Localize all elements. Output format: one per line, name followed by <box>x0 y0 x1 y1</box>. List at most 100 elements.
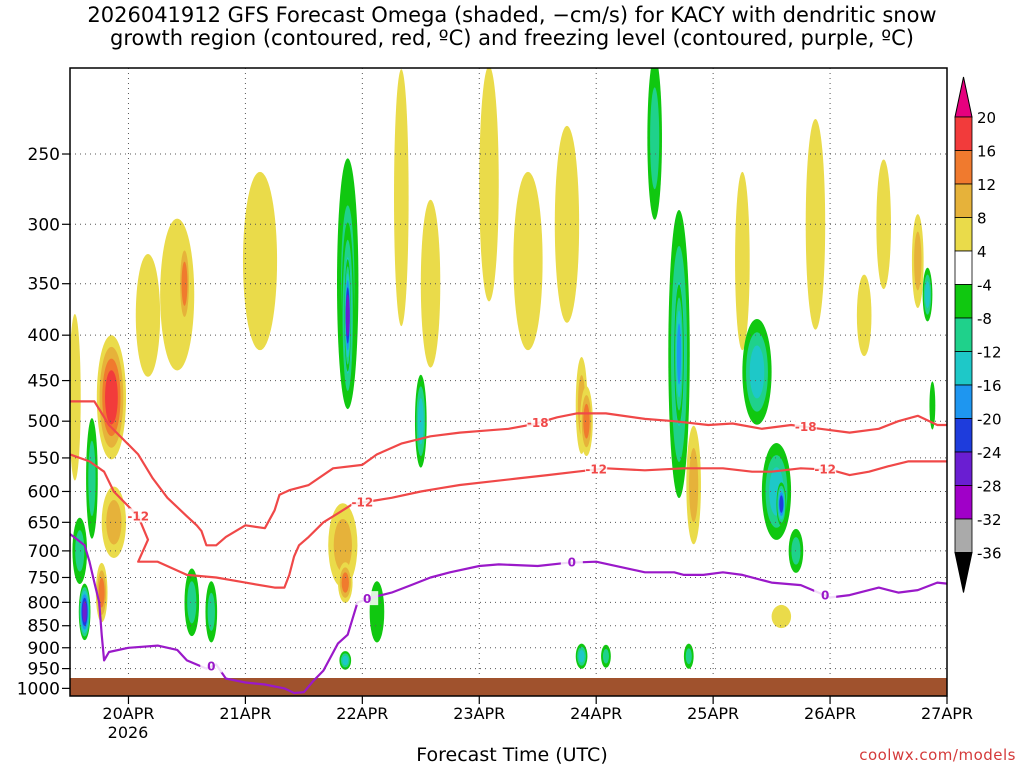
x-tick-label-23APR: 23APR <box>453 704 505 723</box>
omega-feature-42-band-1 <box>856 274 872 357</box>
y-tick-label-350: 350 <box>28 275 60 295</box>
plot-background <box>70 68 947 696</box>
colorbar-band-4-8 <box>954 217 973 252</box>
colorbar-band--16--12 <box>954 351 973 386</box>
colorbar-label--12: -12 <box>977 344 1002 362</box>
y-tick-label-650: 650 <box>28 513 60 533</box>
colorbar-band--24--20 <box>954 418 973 453</box>
y-tick-label-500: 500 <box>28 412 60 432</box>
omega-feature-29-band-2 <box>602 649 609 664</box>
omega-feature-23-band-1 <box>479 68 499 302</box>
colorbar-band--20--16 <box>954 384 973 419</box>
x-axis-year-label: 2026 <box>108 723 149 742</box>
omega-feature-27-band-3 <box>583 403 590 439</box>
omega-shading <box>70 68 936 670</box>
colorbar-band--28--24 <box>954 451 973 486</box>
omega-feature-7-band-1 <box>135 254 161 377</box>
x-tick-label-20APR: 20APR <box>102 704 154 723</box>
colorbar-label-12: 12 <box>977 176 996 194</box>
contour-label-bg-freezing-level-0-1 <box>356 591 379 606</box>
grid-lines <box>70 68 947 696</box>
colorbar-band-8-12 <box>954 183 973 218</box>
contour-label-bg-freezing-level-0-0 <box>200 658 223 673</box>
colorbar-band--8--4 <box>954 284 973 319</box>
ground-terrain <box>70 678 947 696</box>
omega-feature-15-band-6 <box>345 294 350 337</box>
contour-dgz-minus12 <box>70 453 947 589</box>
omega-feature-12-band-1 <box>242 171 278 351</box>
y-tick-label-400: 400 <box>28 326 60 346</box>
colorbar-bottom-arrow <box>954 552 973 593</box>
contour-label-dgz-minus12-0: -12 <box>127 509 149 523</box>
contour-label-dgz-minus18-1: -18 <box>795 420 817 434</box>
omega-feature-19-band-1 <box>369 581 385 643</box>
omega-feature-33-band-2 <box>689 447 699 523</box>
contour-label-bg-freezing-level-0-2 <box>560 554 583 569</box>
contour-dgz-minus18 <box>70 400 947 547</box>
contour-label-bg-dgz-minus12-0 <box>127 508 150 523</box>
colorbar-label--16: -16 <box>977 377 1002 395</box>
colorbar-label-20: 20 <box>977 109 996 127</box>
colorbar-band--12--8 <box>954 317 973 352</box>
contour-label-bg-dgz-minus12-2 <box>585 461 608 476</box>
omega-feature-4-band-3 <box>98 577 105 608</box>
y-tick-label-250: 250 <box>28 145 60 165</box>
omega-feature-6-band-2 <box>106 500 122 545</box>
omega-feature-44-band-2 <box>914 231 922 291</box>
colorbar-band--4-4 <box>954 250 973 285</box>
x-tick-label-21APR: 21APR <box>219 704 271 723</box>
title-line-2: growth region (contoured, red, ºC) and f… <box>110 26 914 50</box>
x-tick-label-22APR: 22APR <box>336 704 388 723</box>
y-tick-label-800: 800 <box>28 593 60 613</box>
contour-label-bg-dgz-minus12-1 <box>351 494 374 509</box>
contour-label-bg-freezing-level-0-3 <box>814 587 837 602</box>
colorbar-label-8: 8 <box>977 210 987 228</box>
omega-feature-32-band-4 <box>676 323 682 385</box>
y-tick-label-450: 450 <box>28 372 60 392</box>
x-tick-label-25APR: 25APR <box>687 704 739 723</box>
omega-feature-17-band-3 <box>341 572 349 593</box>
contour-label-bg-dgz-minus18-1 <box>794 418 817 433</box>
omega-feature-18-band-3 <box>342 655 349 666</box>
contour-label-dgz-minus12-1: -12 <box>351 496 373 510</box>
omega-feature-16-band-2 <box>333 519 352 572</box>
omega-feature-30-band-2 <box>650 87 660 190</box>
colorbar: 20 16 12 8 4 -4 -8 -12 -16 -20 -24 -28 -32 -36 <box>954 76 1002 593</box>
y-tick-label-700: 700 <box>28 542 60 562</box>
colorbar-label--20: -20 <box>977 411 1002 429</box>
plot-frame <box>69 67 948 697</box>
omega-feature-1-band-2 <box>75 530 85 572</box>
omega-feature-3-band-2 <box>88 440 96 517</box>
colorbar-label--4: -4 <box>977 277 992 295</box>
x-axis-title: Forecast Time (UTC) <box>416 744 608 766</box>
x-tick-label-24APR: 24APR <box>570 704 622 723</box>
omega-feature-35-band-1 <box>735 171 750 351</box>
omega-feature-24-band-1 <box>513 171 543 351</box>
colorbar-band--32--28 <box>954 485 973 520</box>
colorbar-label-16: 16 <box>977 143 996 161</box>
colorbar-label--36: -36 <box>977 545 1002 563</box>
colorbar-label--8: -8 <box>977 310 992 328</box>
omega-feature-0-band-1 <box>70 314 81 481</box>
omega-feature-10-band-2 <box>187 581 197 624</box>
omega-feature-40-band-1 <box>771 604 792 629</box>
y-tick-label-300: 300 <box>28 215 60 235</box>
omega-feature-46-band-1 <box>929 381 936 430</box>
contour-label-dgz-minus12-2: -12 <box>585 462 607 476</box>
colorbar-label--28: -28 <box>977 478 1002 496</box>
x-tick-label-26APR: 26APR <box>804 704 856 723</box>
omega-feature-25-band-1 <box>554 125 580 323</box>
y-tick-label-600: 600 <box>28 482 60 502</box>
colorbar-label--32: -32 <box>977 511 1002 529</box>
axes: 2503003504004505005506006507007508008509… <box>17 145 973 723</box>
y-tick-label-550: 550 <box>28 449 60 469</box>
contour-label-freezing-level-0-1: 0 <box>363 592 371 606</box>
contour-label-freezing-level-0-0: 0 <box>207 660 215 674</box>
y-tick-label-750: 750 <box>28 568 60 588</box>
title-line-1: 2026041912 GFS Forecast Omega (shaded, −… <box>87 3 937 27</box>
contour-label-dgz-minus18-0: -18 <box>527 416 549 430</box>
y-tick-label-900: 900 <box>28 639 60 659</box>
contour-label-bg-dgz-minus12-3 <box>814 461 837 476</box>
omega-feature-34-band-2 <box>685 648 692 665</box>
colorbar-label--24: -24 <box>977 444 1002 462</box>
